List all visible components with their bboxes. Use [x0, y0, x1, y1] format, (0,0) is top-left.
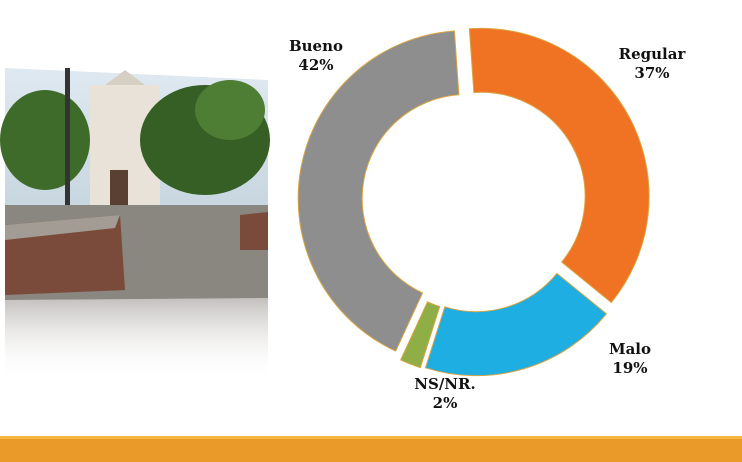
donut-segment	[399, 301, 441, 369]
footer-line	[0, 436, 742, 439]
photo	[0, 68, 270, 380]
category-label: NS/NR.	[414, 375, 475, 393]
category-label: Malo	[609, 340, 651, 358]
footer-bar	[0, 439, 742, 462]
value-label: 37%	[634, 64, 669, 82]
value-label: 19%	[612, 359, 647, 377]
donut-segment	[468, 27, 650, 304]
value-label: 42%	[298, 56, 333, 74]
category-label: Regular	[619, 45, 687, 63]
donut-segment	[297, 30, 460, 352]
category-label: Bueno	[289, 37, 343, 55]
donut-segment	[424, 272, 608, 377]
value-label: 2%	[433, 394, 458, 412]
